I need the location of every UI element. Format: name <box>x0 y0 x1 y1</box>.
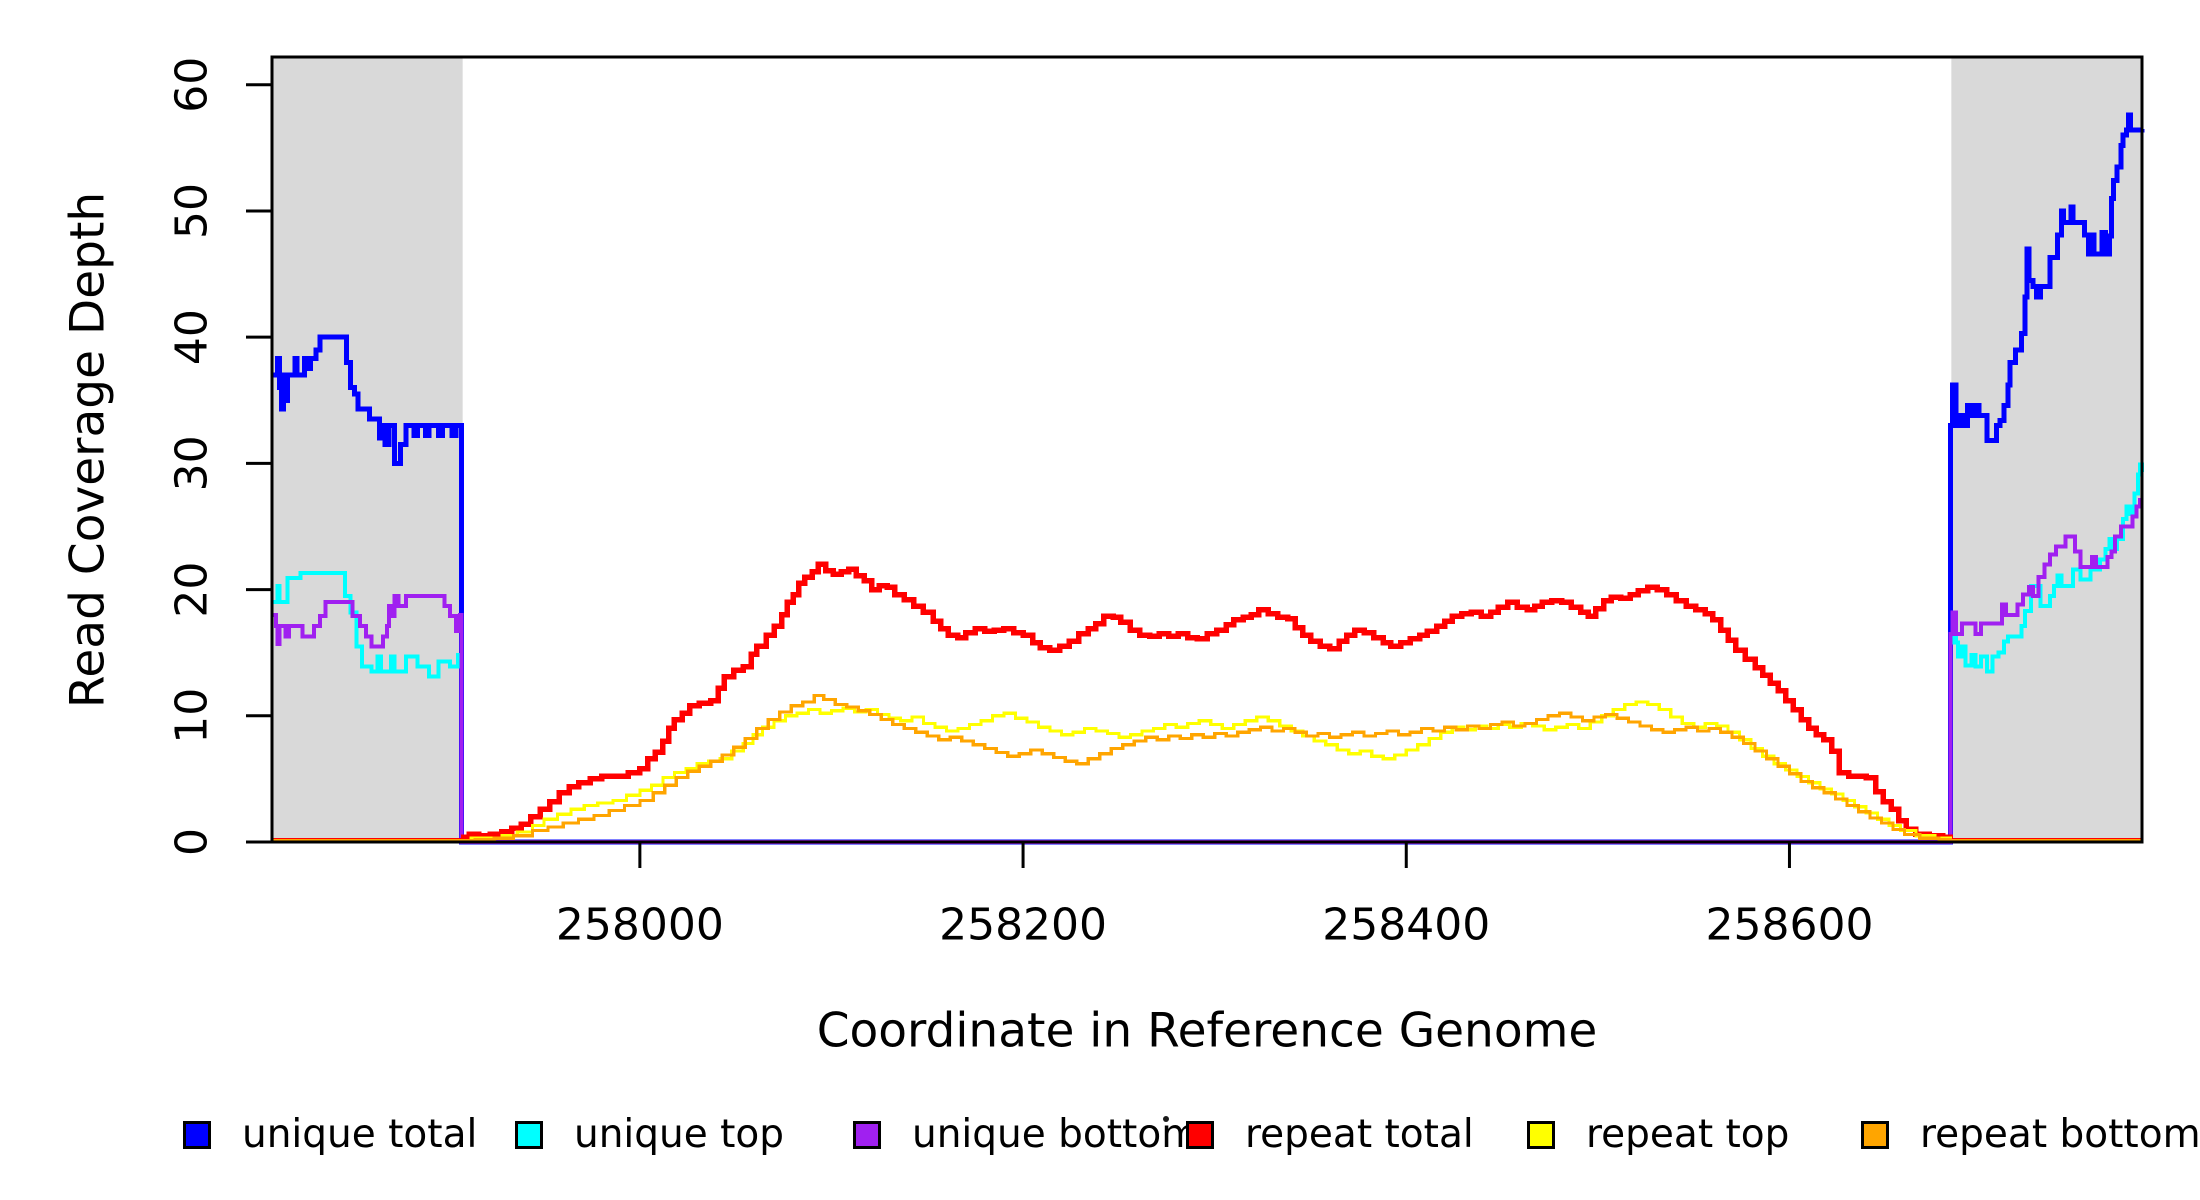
y-tick-label: 40 <box>167 309 218 365</box>
y-tick-label: 10 <box>167 688 218 744</box>
x-tick-label: 258000 <box>556 900 724 951</box>
x-tick-label: 258200 <box>939 900 1107 951</box>
shaded-region <box>1951 57 2142 842</box>
series-line-unique-top <box>272 462 2144 844</box>
series-line-unique-bottom <box>272 498 2143 844</box>
series-line-repeat-total <box>272 561 2142 844</box>
x-axis-title: Coordinate in Reference Genome <box>816 1003 1598 1059</box>
stray-dot <box>1163 1116 1169 1122</box>
y-axis-title: Read Coverage Depth <box>60 191 116 709</box>
x-tick-label: 258400 <box>1322 900 1490 951</box>
y-tick-label: 20 <box>167 562 218 618</box>
series-line-unique-total <box>272 112 2145 845</box>
y-tick-label: 60 <box>167 57 218 113</box>
y-tick-label: 50 <box>167 183 218 239</box>
x-tick-label: 258600 <box>1705 900 1873 951</box>
shaded-region <box>272 57 463 842</box>
y-tick-label: 0 <box>167 828 218 856</box>
plot-box <box>270 55 2144 844</box>
series-line-repeat-top <box>272 700 2142 843</box>
y-tick-label: 30 <box>167 435 218 491</box>
series-line-repeat-bottom <box>272 694 2142 843</box>
